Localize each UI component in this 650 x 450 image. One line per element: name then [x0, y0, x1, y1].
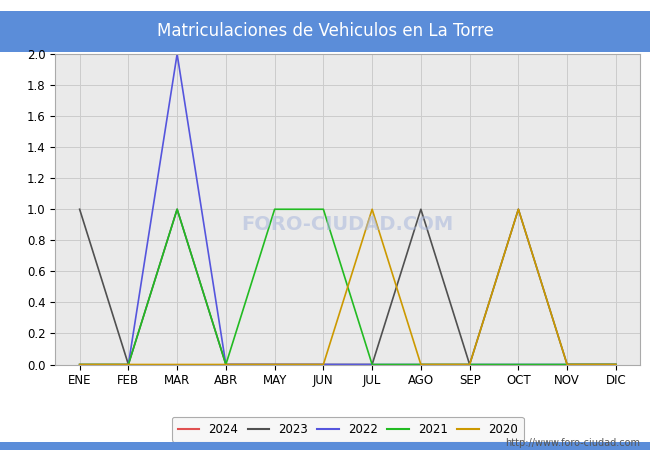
Legend: 2024, 2023, 2022, 2021, 2020: 2024, 2023, 2022, 2021, 2020 [172, 417, 524, 442]
Text: Matriculaciones de Vehiculos en La Torre: Matriculaciones de Vehiculos en La Torre [157, 22, 493, 40]
Text: http://www.foro-ciudad.com: http://www.foro-ciudad.com [505, 438, 640, 448]
Text: FORO-CIUDAD.COM: FORO-CIUDAD.COM [242, 215, 454, 234]
